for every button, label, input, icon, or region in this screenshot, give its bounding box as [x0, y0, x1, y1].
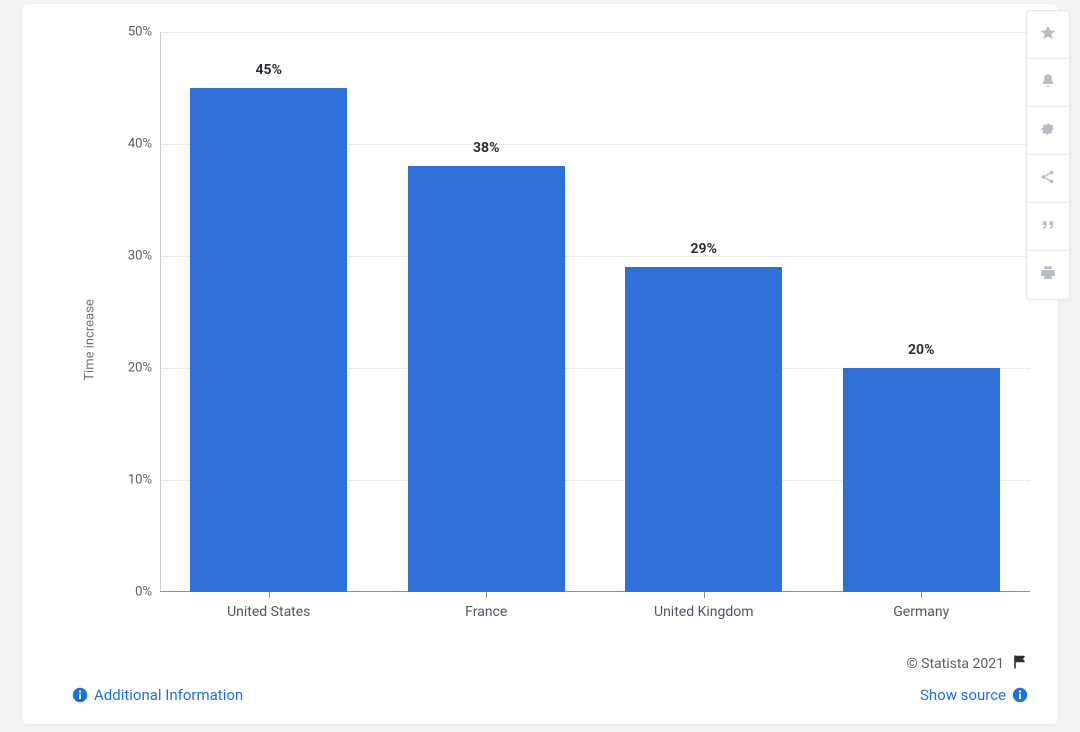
gridline [160, 32, 1030, 33]
x-tick [486, 592, 487, 598]
bar: 45% [190, 88, 347, 592]
action-toolbar [1026, 10, 1070, 300]
bar-value-label: 38% [473, 140, 499, 156]
y-tick-label: 20% [112, 361, 152, 376]
bar: 38% [408, 166, 565, 592]
bar-value-label: 29% [691, 241, 717, 257]
y-tick-label: 10% [112, 473, 152, 488]
print-icon [1039, 264, 1057, 286]
favorite-button[interactable] [1027, 11, 1069, 59]
copyright: © Statista 2021 [907, 654, 1028, 674]
bell-icon [1039, 72, 1057, 94]
bar-value-label: 45% [256, 62, 282, 78]
x-tick-label: United States [227, 604, 310, 620]
share-icon [1039, 168, 1057, 190]
additional-info-link[interactable]: Additional Information [72, 686, 243, 704]
notify-button[interactable] [1027, 59, 1069, 107]
bar: 29% [625, 267, 782, 592]
show-source-link[interactable]: Show source [920, 686, 1028, 704]
y-tick-label: 0% [112, 585, 152, 600]
bar-value-label: 20% [908, 342, 934, 358]
x-tick-label: United Kingdom [654, 604, 754, 620]
x-tick [704, 592, 705, 598]
gear-icon [1039, 120, 1057, 142]
x-tick [269, 592, 270, 598]
additional-info-label: Additional Information [94, 686, 243, 704]
chart-card: Time increase 0%10%20%30%40%50%45%United… [22, 4, 1058, 724]
copyright-text: © Statista 2021 [907, 656, 1004, 672]
bar: 20% [843, 368, 1000, 592]
x-tick-label: Germany [893, 604, 949, 620]
footer-right: © Statista 2021 Show source [907, 654, 1028, 704]
y-axis-line [160, 32, 161, 592]
y-tick-label: 50% [112, 25, 152, 40]
quote-icon [1039, 216, 1057, 238]
star-icon [1039, 24, 1057, 46]
y-axis-title: Time increase [83, 299, 98, 380]
cite-button[interactable] [1027, 203, 1069, 251]
y-tick-label: 30% [112, 249, 152, 264]
print-button[interactable] [1027, 251, 1069, 299]
show-source-label: Show source [920, 686, 1006, 704]
x-tick [921, 592, 922, 598]
share-button[interactable] [1027, 155, 1069, 203]
chart-footer: Additional Information © Statista 2021 S… [72, 654, 1028, 704]
info-icon [72, 687, 88, 703]
y-tick-label: 40% [112, 137, 152, 152]
settings-button[interactable] [1027, 107, 1069, 155]
x-tick-label: France [465, 604, 507, 620]
flag-icon[interactable] [1012, 654, 1028, 674]
plot-region: 0%10%20%30%40%50%45%United States38%Fran… [160, 32, 1030, 592]
chart-area: Time increase 0%10%20%30%40%50%45%United… [82, 32, 1032, 647]
info-icon [1012, 687, 1028, 703]
